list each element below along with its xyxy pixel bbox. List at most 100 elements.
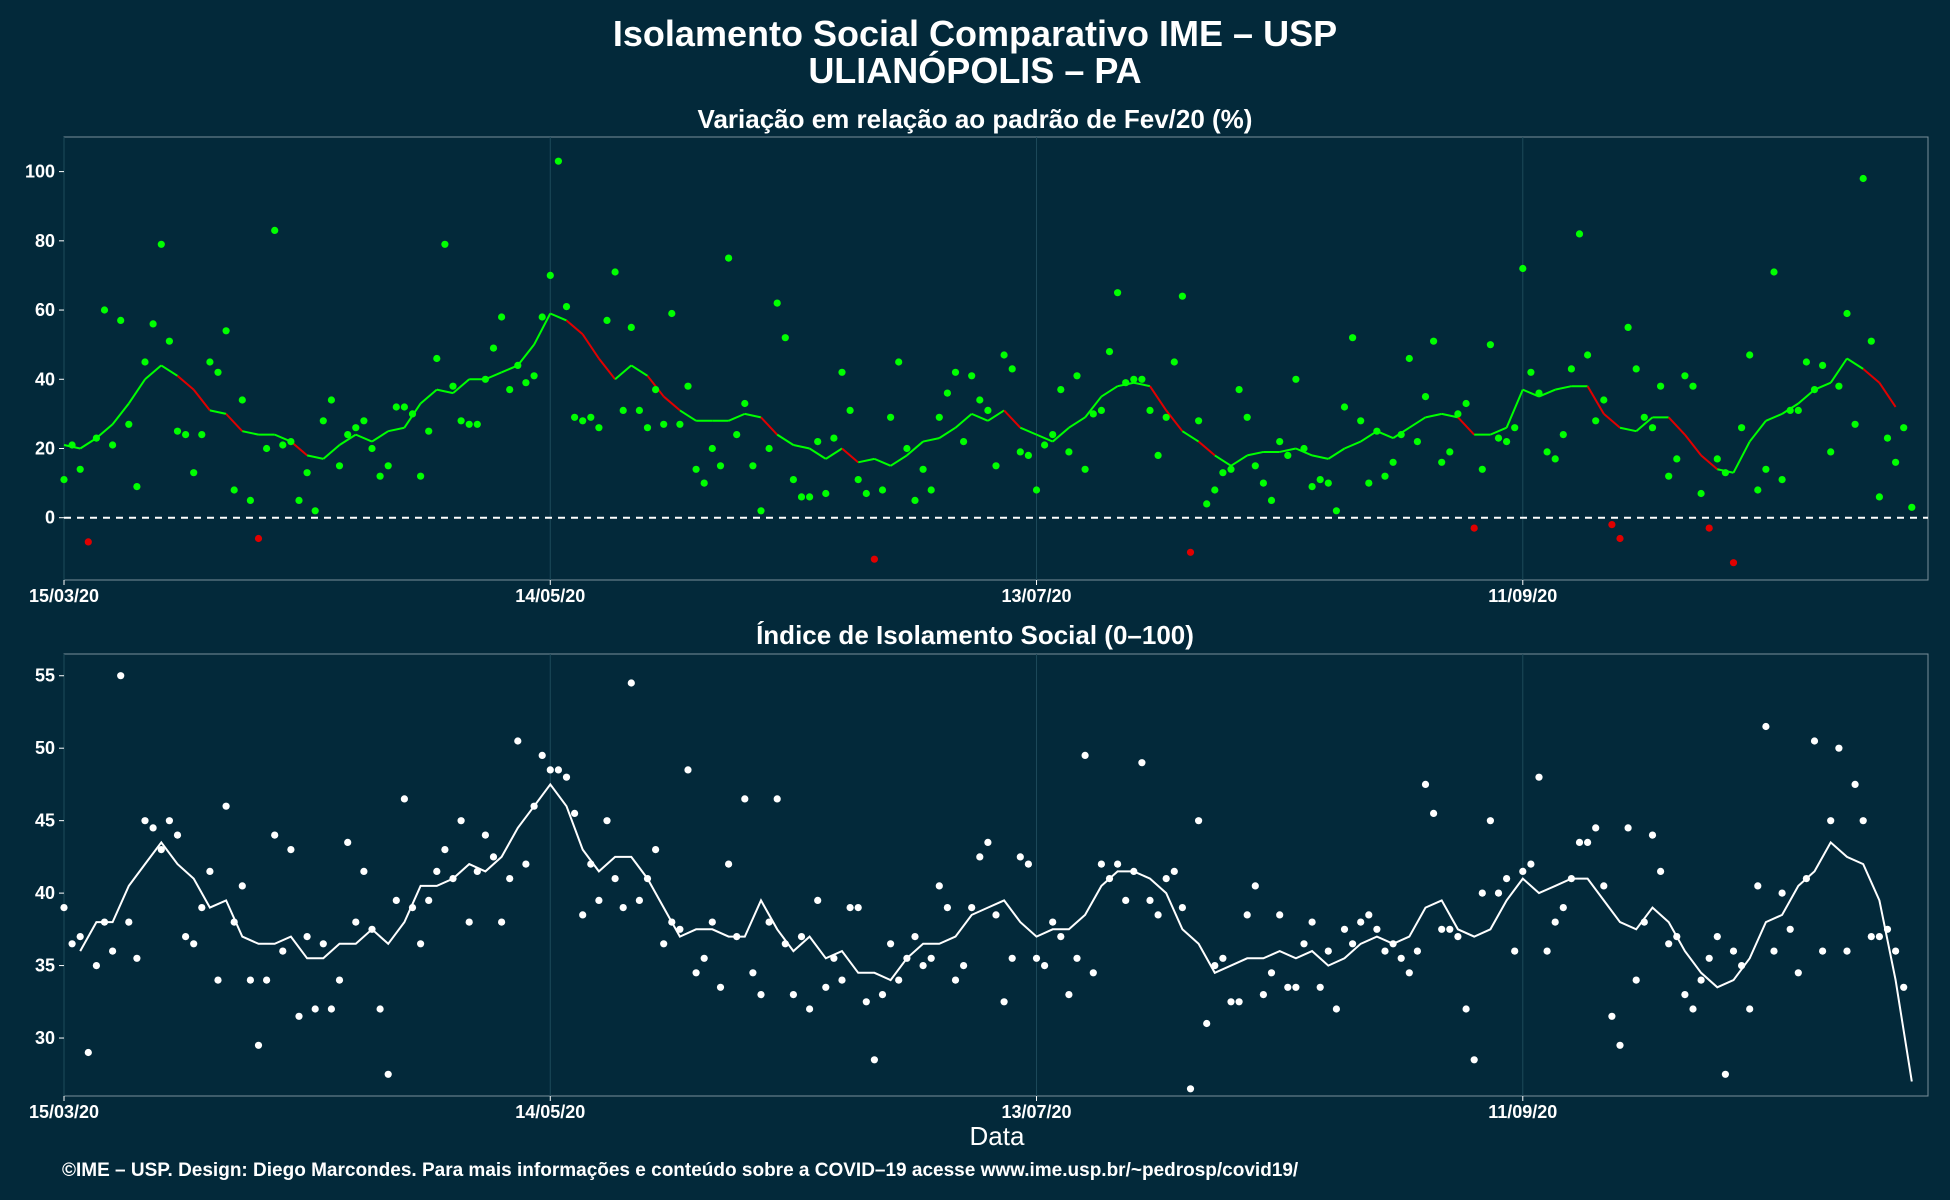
variation-point-19 bbox=[214, 368, 222, 376]
main-title: Isolamento Social Comparativo IME – USP bbox=[613, 13, 1337, 54]
index-point-175 bbox=[1478, 889, 1486, 897]
index-point-64 bbox=[579, 911, 587, 919]
variation-point-227 bbox=[1900, 424, 1908, 432]
variation-trend-segment-10 bbox=[209, 409, 227, 415]
variation-point-77 bbox=[684, 382, 692, 390]
variation-trend-segment-68 bbox=[1149, 385, 1168, 411]
index-point-75 bbox=[668, 918, 676, 926]
index-point-27 bbox=[279, 947, 287, 955]
variation-point-176 bbox=[1486, 341, 1494, 349]
variation-point-72 bbox=[643, 424, 652, 432]
index-point-137 bbox=[1170, 867, 1178, 876]
variation-point-134 bbox=[1146, 406, 1154, 414]
variation-trend-segment-64 bbox=[1084, 395, 1103, 418]
index-point-77 bbox=[684, 766, 692, 774]
variation-point-32 bbox=[319, 417, 327, 425]
variation-point-143 bbox=[1219, 469, 1227, 477]
index-point-164 bbox=[1389, 940, 1397, 948]
variation-point-219 bbox=[1835, 382, 1843, 390]
variation-point-190 bbox=[1600, 396, 1608, 404]
variation-trend-segment-104 bbox=[1732, 441, 1751, 474]
variation-trend-segment-67 bbox=[1133, 381, 1151, 388]
index-point-32 bbox=[319, 940, 327, 948]
variation-trend-segment-96 bbox=[1603, 413, 1621, 429]
index-point-90 bbox=[789, 991, 798, 999]
variation-point-30 bbox=[303, 469, 311, 477]
index-point-217 bbox=[1819, 947, 1827, 955]
variation-trend-segment-85 bbox=[1425, 412, 1442, 419]
variation-point-180 bbox=[1519, 264, 1527, 273]
variation-trend-segment-47 bbox=[809, 447, 827, 460]
variation-point-92 bbox=[806, 493, 814, 501]
variation-point-39 bbox=[376, 472, 384, 480]
index-point-80 bbox=[708, 918, 716, 926]
index-point-43 bbox=[408, 904, 417, 912]
variation-trend-segment-62 bbox=[1052, 426, 1070, 443]
index-point-35 bbox=[344, 838, 352, 847]
variation-point-225 bbox=[1883, 434, 1892, 442]
index-point-20 bbox=[222, 802, 230, 810]
variation-point-198 bbox=[1665, 472, 1673, 480]
index-point-139 bbox=[1186, 1085, 1195, 1093]
variation-point-184 bbox=[1551, 455, 1559, 463]
variation-point-191 bbox=[1608, 521, 1616, 529]
variation-point-68 bbox=[611, 268, 619, 276]
variation-point-121 bbox=[1041, 441, 1049, 449]
index-point-125 bbox=[1073, 954, 1081, 962]
index-point-209 bbox=[1754, 882, 1762, 890]
variation-trend-segment-9 bbox=[192, 389, 211, 412]
index-point-29 bbox=[295, 1012, 303, 1020]
index-point-46 bbox=[433, 867, 441, 876]
variation-point-146 bbox=[1243, 413, 1251, 421]
index-point-62 bbox=[562, 773, 571, 781]
index-point-74 bbox=[660, 940, 668, 948]
variation-trend-segment-17 bbox=[322, 444, 341, 460]
index-point-187 bbox=[1575, 838, 1584, 847]
variation-point-172 bbox=[1454, 410, 1462, 418]
index-point-201 bbox=[1689, 1005, 1697, 1013]
variation-point-141 bbox=[1203, 500, 1211, 508]
variation-point-189 bbox=[1592, 417, 1600, 425]
index-point-216 bbox=[1810, 737, 1819, 745]
variation-trend-segment-74 bbox=[1247, 450, 1264, 457]
variation-trend-segment-39 bbox=[679, 409, 697, 422]
index-point-93 bbox=[814, 896, 822, 905]
index-point-129 bbox=[1105, 875, 1114, 883]
variation-point-58 bbox=[530, 372, 538, 380]
index-point-180 bbox=[1519, 867, 1527, 876]
variation-trend-segment-51 bbox=[874, 457, 892, 467]
index-point-179 bbox=[1511, 947, 1519, 955]
variation-point-37 bbox=[360, 417, 368, 425]
index-point-166 bbox=[1405, 969, 1413, 977]
variation-point-87 bbox=[765, 444, 773, 453]
variation-point-10 bbox=[141, 358, 149, 366]
location-title: ULIANÓPOLIS – PA bbox=[808, 49, 1141, 91]
variation-trend-segment-44 bbox=[760, 416, 778, 436]
variation-point-94 bbox=[822, 489, 830, 498]
index-point-33 bbox=[327, 1005, 335, 1013]
index-point-153 bbox=[1300, 940, 1308, 948]
variation-point-4 bbox=[92, 434, 100, 442]
index-point-225 bbox=[1883, 925, 1892, 933]
variation-point-90 bbox=[789, 476, 798, 484]
index-point-132 bbox=[1130, 867, 1138, 876]
variation-trend-segment-95 bbox=[1586, 385, 1605, 415]
index-point-67 bbox=[603, 817, 611, 825]
variation-point-70 bbox=[627, 323, 635, 331]
variation-trend-segment-11 bbox=[225, 413, 244, 432]
variation-point-73 bbox=[652, 386, 660, 394]
index-point-126 bbox=[1081, 751, 1089, 760]
index-point-176 bbox=[1486, 817, 1494, 825]
index-point-186 bbox=[1567, 875, 1575, 883]
variation-point-211 bbox=[1770, 268, 1778, 276]
variation-trend-segment-112 bbox=[1862, 368, 1881, 384]
variation-point-44 bbox=[417, 472, 425, 480]
variation-point-177 bbox=[1494, 434, 1503, 442]
index-point-71 bbox=[635, 896, 644, 905]
variation-point-170 bbox=[1438, 458, 1446, 466]
index-y-tick-label-4: 50 bbox=[35, 738, 55, 758]
index-point-94 bbox=[822, 983, 830, 991]
index-point-198 bbox=[1665, 940, 1673, 948]
index-point-143 bbox=[1219, 954, 1227, 962]
